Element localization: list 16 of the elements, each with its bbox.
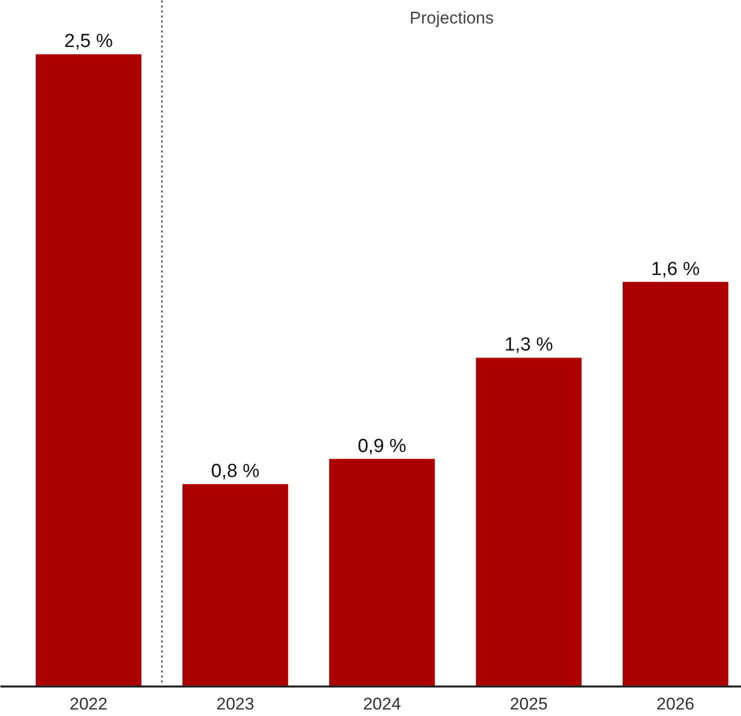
bar xyxy=(36,54,142,686)
ref-line-label: Projections xyxy=(410,8,494,28)
x-tick-label: 2026 xyxy=(656,694,694,714)
x-tick-label: 2024 xyxy=(363,694,401,714)
data-label: 0,9 % xyxy=(358,436,406,457)
x-tick-label: 2023 xyxy=(216,694,254,714)
data-label: 0,8 % xyxy=(210,461,260,482)
bar xyxy=(329,458,435,686)
bar xyxy=(182,484,288,686)
x-tick-label: 2025 xyxy=(510,694,548,714)
x-tick-label: 2022 xyxy=(70,694,108,714)
data-label: 1,6 % xyxy=(651,258,700,280)
data-label: 1,3 % xyxy=(504,334,554,356)
bar xyxy=(622,282,728,686)
bar xyxy=(476,358,582,686)
data-label: 2,5 % xyxy=(64,31,113,52)
